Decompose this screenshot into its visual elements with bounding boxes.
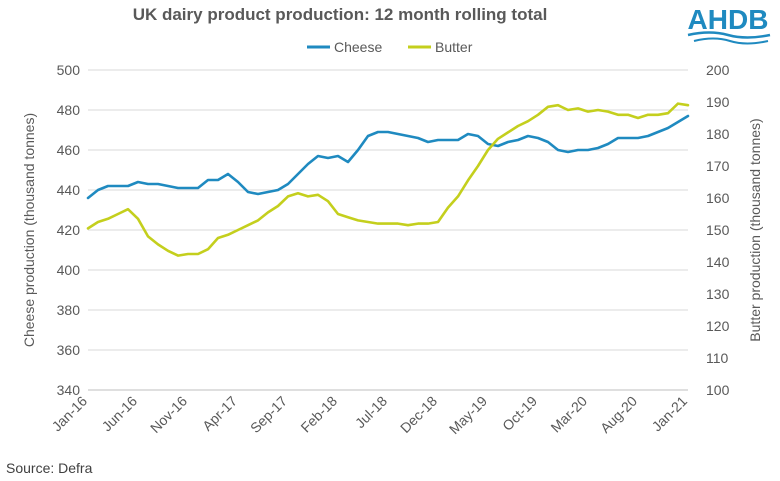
right-tick-label: 180 (706, 126, 730, 142)
logo-text: AHDB (688, 4, 769, 35)
right-tick-label: 170 (706, 158, 730, 174)
x-tick-label: Mar-20 (547, 393, 590, 436)
right-tick-label: 150 (706, 222, 730, 238)
right-tick-label: 190 (706, 94, 730, 110)
x-tick-label: Jul-18 (352, 393, 390, 431)
x-tick-label: Apr-17 (199, 393, 240, 434)
left-tick-label: 480 (57, 102, 81, 118)
left-tick-label: 380 (57, 302, 81, 318)
left-axis-title: Cheese production (thousand tonnes) (21, 113, 37, 347)
x-axis-ticks: Jan-16 Jun-16 Nov-16 Apr-17 Sep-17 Feb-18 Jul-… (49, 393, 691, 437)
x-tick-label: Nov-16 (147, 393, 190, 436)
series-lines (86, 102, 690, 257)
left-tick-label: 500 (57, 62, 81, 78)
left-axis-ticks: 340 360 380 400 420 440 460 480 500 (57, 62, 81, 398)
x-tick-label: Feb-18 (297, 393, 340, 436)
right-tick-label: 140 (706, 254, 730, 270)
legend-label-cheese: Cheese (334, 39, 382, 55)
right-tick-label: 120 (706, 318, 730, 334)
source-note: Source: Defra (6, 460, 93, 476)
x-tick-label: Jun-16 (99, 393, 141, 435)
logo-wave-2 (693, 37, 769, 45)
left-tick-label: 440 (57, 182, 81, 198)
right-tick-label: 110 (706, 350, 729, 366)
right-tick-label: 160 (706, 190, 730, 206)
right-tick-label: 200 (706, 62, 730, 78)
left-tick-label: 340 (57, 382, 81, 398)
x-tick-label: Oct-19 (499, 393, 540, 434)
x-tick-label: Dec-18 (397, 393, 440, 436)
x-tick-label: Aug-20 (597, 393, 640, 436)
left-tick-label: 460 (57, 142, 81, 158)
series-line-cheese (86, 114, 690, 200)
x-tick-label: Sep-17 (247, 393, 290, 436)
chart-title: UK dairy product production: 12 month ro… (133, 5, 548, 24)
x-tick-label: Jan-16 (49, 393, 91, 435)
gridlines (88, 69, 688, 351)
ahdb-logo: AHDB (687, 4, 771, 45)
x-tick-label: May-19 (446, 393, 490, 437)
right-tick-label: 100 (706, 382, 730, 398)
legend: Cheese Butter (307, 39, 473, 55)
left-tick-label: 400 (57, 262, 81, 278)
right-tick-label: 130 (706, 286, 730, 302)
left-tick-label: 360 (57, 342, 81, 358)
left-tick-label: 420 (57, 222, 81, 238)
series-line-butter (86, 102, 690, 257)
right-axis-title: Butter production (thousand tonnes) (747, 118, 763, 341)
x-tick-label: Jan-21 (649, 393, 691, 435)
logo-wave-1 (687, 31, 771, 39)
legend-label-butter: Butter (435, 39, 473, 55)
right-axis-ticks: 100 110 120 130 140 150 160 170 180 190 200 (706, 62, 730, 398)
